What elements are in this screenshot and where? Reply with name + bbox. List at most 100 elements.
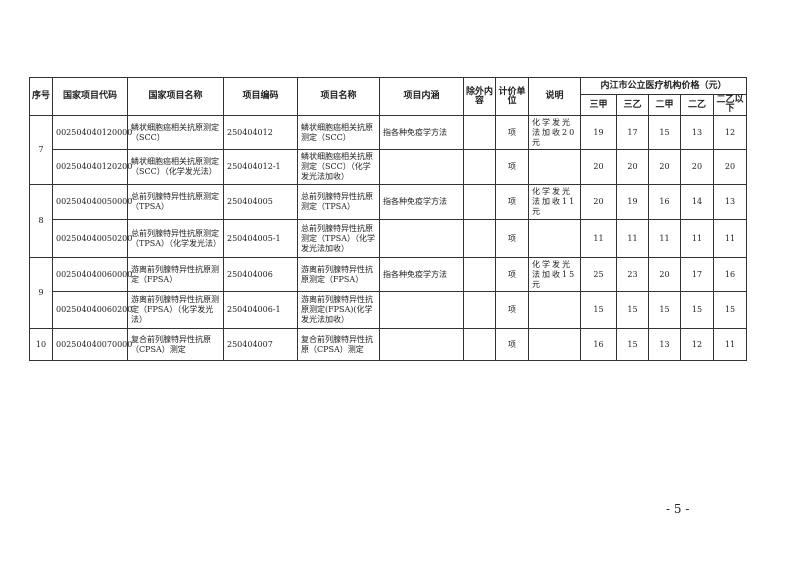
cell-price: 17 bbox=[616, 115, 649, 150]
cell-price: 15 bbox=[680, 291, 714, 329]
header-level: 三乙 bbox=[616, 94, 649, 116]
cell-item-code: 250404007 bbox=[223, 328, 298, 361]
table-row: 10 002504040070000 复合前列腺特异性抗原（CPSA）测定 25040… bbox=[29, 328, 748, 361]
cell-price: 20 bbox=[580, 149, 617, 185]
cell-price: 20 bbox=[712, 149, 748, 185]
header-level: 三甲 bbox=[580, 94, 617, 116]
cell-price: 20 bbox=[680, 149, 714, 185]
cell-price: 16 bbox=[580, 328, 617, 361]
cell-price: 11 bbox=[712, 328, 748, 361]
cell-national-name: 复合前列腺特异性抗原（CPSA）测定 bbox=[127, 328, 224, 361]
cell-item-code: 250404005-1 bbox=[223, 219, 298, 258]
price-table: 序号 国家项目代码 国家项目名称 项目编码 项目名称 项目内涵 除外内容 计价单… bbox=[29, 77, 748, 361]
cell-connotation bbox=[379, 149, 464, 185]
cell-price: 16 bbox=[648, 184, 681, 220]
cell-unit: 项 bbox=[495, 184, 529, 220]
cell-item-code: 250404005 bbox=[223, 184, 298, 220]
cell-connotation: 指各种免疫学方法 bbox=[379, 115, 464, 150]
cell-price: 15 bbox=[580, 291, 617, 329]
header-item-name: 项目名称 bbox=[297, 77, 380, 116]
cell-price: 15 bbox=[648, 115, 681, 150]
cell-price: 11 bbox=[580, 219, 617, 258]
cell-price: 13 bbox=[680, 115, 714, 150]
cell-item-name: 总前列腺特异性抗原测定（TPSA） bbox=[297, 184, 380, 220]
cell-excluded bbox=[463, 219, 496, 258]
header-seq: 序号 bbox=[29, 77, 53, 116]
cell-item-code: 250404012-1 bbox=[223, 149, 298, 185]
cell-price: 12 bbox=[712, 115, 748, 150]
cell-price: 11 bbox=[648, 219, 681, 258]
cell-connotation: 指各种免疫学方法 bbox=[379, 184, 464, 220]
cell-item-name: 复合前列腺特异性抗原（CPSA）测定 bbox=[297, 328, 380, 361]
cell-price: 14 bbox=[680, 184, 714, 220]
cell-item-code: 250404006-1 bbox=[223, 291, 298, 329]
table-row: 002504040120200 鳞状细胞癌相关抗原测定（SCC）（化学发光法） 25… bbox=[30, 149, 748, 185]
cell-excluded bbox=[463, 115, 496, 150]
cell-price: 11 bbox=[712, 219, 748, 258]
cell-price: 25 bbox=[580, 257, 617, 292]
cell-seq: 10 bbox=[29, 328, 53, 361]
cell-note: 化学发光法加收20元 bbox=[528, 115, 581, 150]
header-level: 二乙以下 bbox=[712, 94, 748, 116]
cell-price: 15 bbox=[648, 291, 681, 329]
cell-excluded bbox=[463, 184, 496, 220]
cell-national-code: 002504040070000 bbox=[52, 328, 132, 361]
cell-item-name: 总前列腺特异性抗原测定（TPSA）（化学发光法加收） bbox=[297, 219, 380, 258]
cell-price: 20 bbox=[648, 149, 681, 185]
cell-item-name: 游离前列腺特异性抗原测定(FPSA)(化学发光法加收） bbox=[297, 291, 380, 329]
cell-note bbox=[528, 291, 581, 329]
cell-price: 12 bbox=[680, 328, 714, 361]
cell-excluded bbox=[463, 257, 496, 292]
header-level: 二甲 bbox=[648, 94, 681, 116]
cell-excluded bbox=[463, 149, 496, 185]
cell-price: 20 bbox=[616, 149, 649, 185]
cell-national-code: 002504040060200 bbox=[52, 291, 132, 329]
cell-seq: 7 bbox=[29, 115, 53, 185]
cell-national-code: 002504040120200 bbox=[52, 149, 132, 185]
cell-note bbox=[528, 149, 581, 185]
cell-seq: 8 bbox=[29, 184, 53, 258]
cell-connotation bbox=[379, 219, 464, 258]
cell-national-code: 002504040060000 bbox=[52, 257, 132, 292]
header-item-code: 项目编码 bbox=[223, 77, 298, 116]
cell-price: 13 bbox=[648, 328, 681, 361]
table-row: 8 002504040050000 总前列腺特异性抗原测定（TPSA） 2504040… bbox=[29, 184, 748, 258]
cell-unit: 项 bbox=[495, 219, 529, 258]
cell-national-code: 002504040050200 bbox=[52, 219, 132, 258]
cell-price: 20 bbox=[648, 257, 681, 292]
cell-item-name: 游离前列腺特异性抗原测定（FPSA） bbox=[297, 257, 380, 292]
cell-item-name: 鳞状细胞癌相关抗原测定（SCC） bbox=[297, 115, 380, 150]
cell-price: 17 bbox=[680, 257, 714, 292]
header-unit: 计价单位 bbox=[495, 77, 529, 116]
cell-unit: 项 bbox=[495, 149, 529, 185]
header-excluded: 除外内容 bbox=[463, 77, 496, 116]
cell-unit: 项 bbox=[495, 257, 529, 292]
page-number: - 5 - bbox=[666, 502, 690, 516]
table-row: 7 002504040120000 鳞状细胞癌相关抗原测定（SCC） 25040401… bbox=[29, 115, 748, 185]
cell-note: 化学发光法加收15元 bbox=[528, 257, 581, 292]
cell-item-name: 鳞状细胞癌相关抗原测定（SCC）（化学发光法加收） bbox=[297, 149, 380, 185]
cell-price: 15 bbox=[616, 328, 649, 361]
header-national-code: 国家项目代码 bbox=[52, 77, 128, 116]
cell-national-name: 鳞状细胞癌相关抗原测定（SCC）（化学发光法） bbox=[127, 149, 224, 185]
cell-national-name: 鳞状细胞癌相关抗原测定（SCC） bbox=[127, 115, 224, 150]
cell-national-name: 总前列腺特异性抗原测定（TPSA） bbox=[127, 184, 224, 220]
table-row: 9 002504040060000 游离前列腺特异性抗原测定（FPSA） 250404… bbox=[29, 257, 748, 329]
cell-price: 13 bbox=[712, 184, 748, 220]
cell-seq: 9 bbox=[29, 257, 53, 329]
cell-price: 20 bbox=[580, 184, 617, 220]
cell-connotation bbox=[379, 328, 464, 361]
table-row: 002504040060200 游离前列腺特异性抗原测定（FPSA）（化学发光法）… bbox=[30, 291, 748, 329]
cell-note bbox=[528, 328, 581, 361]
cell-note bbox=[528, 219, 581, 258]
table-row: 002504040050200 总前列腺特异性抗原测定（TPSA）（化学发光法） 2… bbox=[30, 219, 748, 258]
header-price-group: 内江市公立医疗机构价格（元） bbox=[579, 77, 748, 95]
cell-price: 11 bbox=[680, 219, 714, 258]
header-national-name: 国家项目名称 bbox=[127, 77, 224, 116]
header-connotation: 项目内涵 bbox=[379, 77, 464, 116]
cell-price: 11 bbox=[616, 219, 649, 258]
cell-unit: 项 bbox=[495, 328, 529, 361]
cell-national-name: 总前列腺特异性抗原测定（TPSA）（化学发光法） bbox=[127, 219, 224, 258]
cell-price: 16 bbox=[712, 257, 748, 292]
cell-price: 23 bbox=[616, 257, 649, 292]
